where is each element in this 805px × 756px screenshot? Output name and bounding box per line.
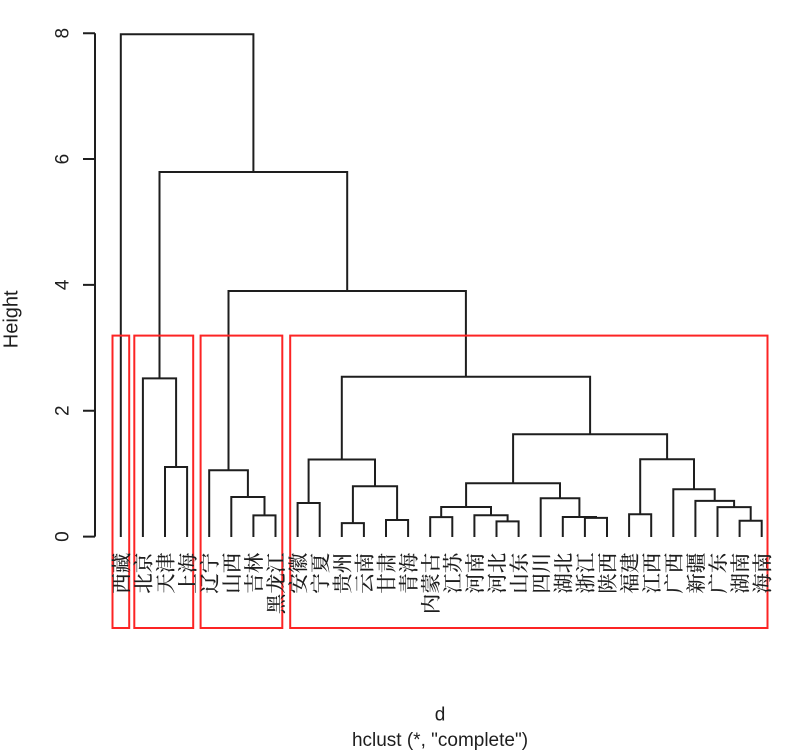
svg-text:0: 0 bbox=[52, 531, 73, 542]
svg-text:2: 2 bbox=[52, 405, 73, 416]
svg-text:hclust (*, "complete"): hclust (*, "complete") bbox=[352, 730, 528, 751]
svg-text:Height: Height bbox=[1, 290, 23, 348]
svg-text:d: d bbox=[435, 704, 446, 725]
svg-text:8: 8 bbox=[52, 28, 73, 39]
svg-text:4: 4 bbox=[52, 279, 73, 290]
svg-text:6: 6 bbox=[52, 154, 73, 165]
